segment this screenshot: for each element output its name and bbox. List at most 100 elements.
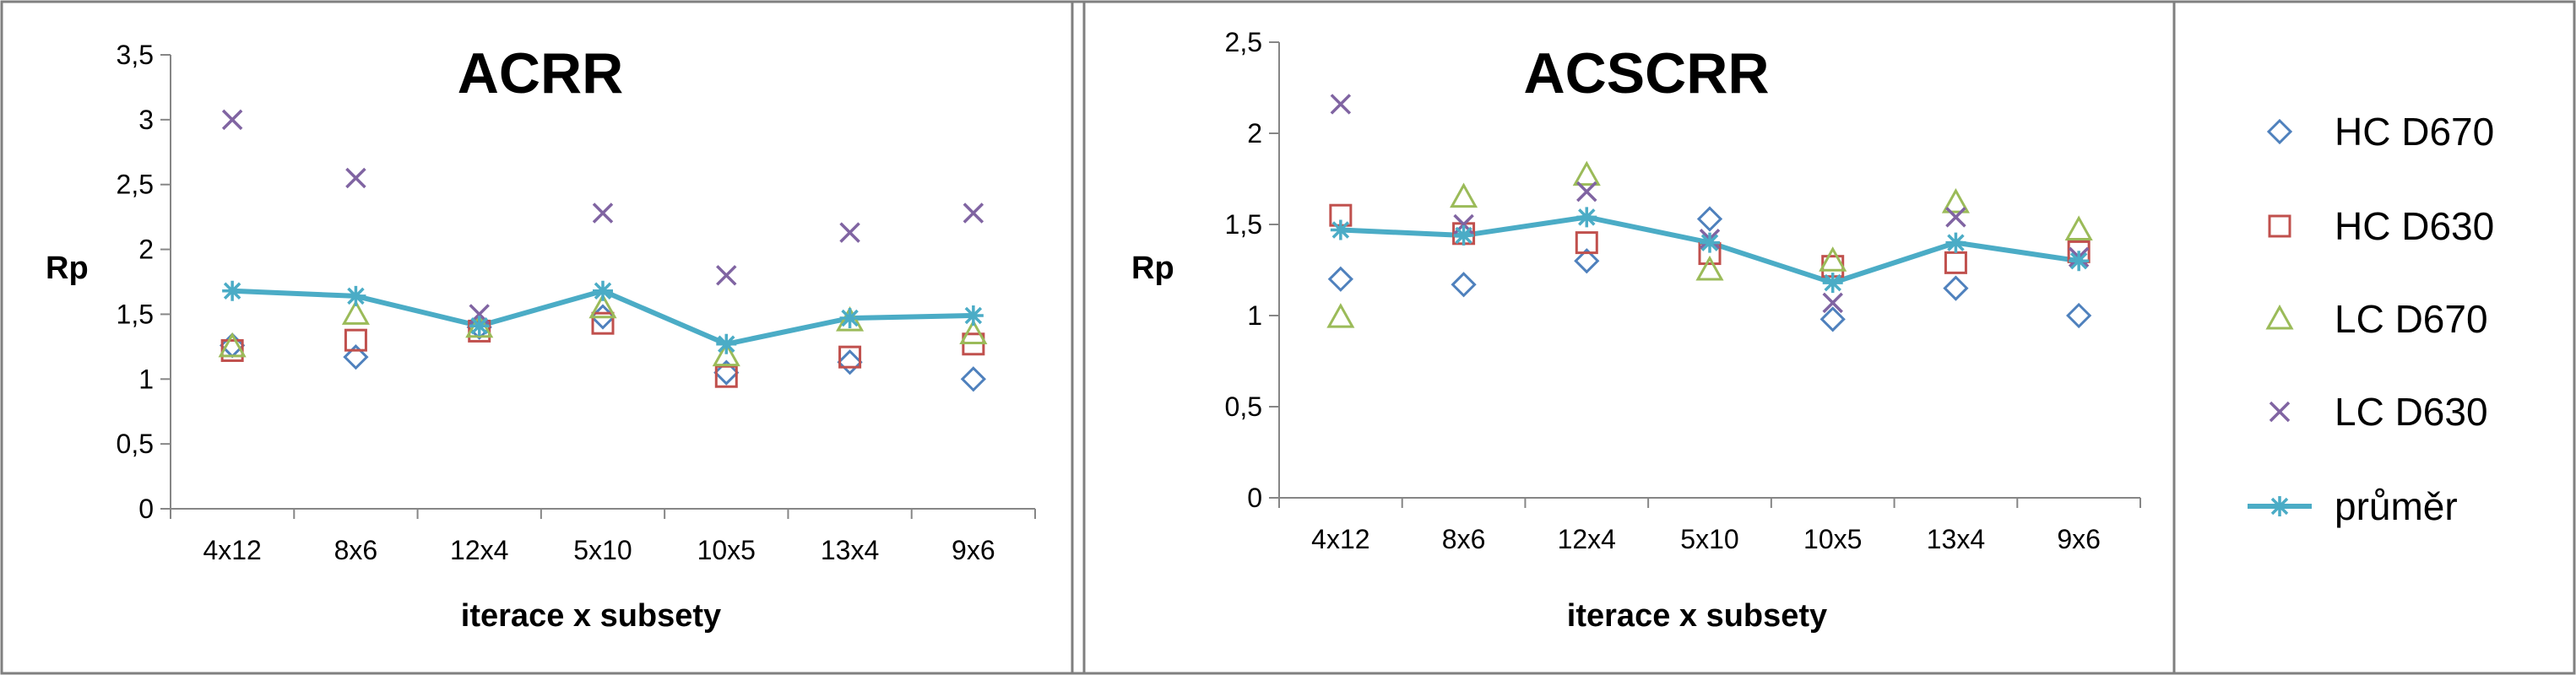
y-tick-label: 3,5 [117,40,154,70]
point-pr-m-r [2069,251,2090,272]
x-tick-label: 12x4 [1558,524,1616,554]
point-lc-d670 [1326,303,1355,328]
x-tick-label: 4x12 [203,535,261,565]
legend-label: průměr [2335,484,2458,528]
chart-title: ACSCRR [1524,41,1770,105]
y-tick-label: 2 [138,235,154,265]
point-lc-d670 [1941,188,1970,213]
point-pr-m-r [1330,219,1351,240]
point-hc-d670 [1574,248,1600,274]
chart-acscrr: ACSCRR Rp iterace x subsety 0 0,5 1 1,5 2 2,5… [1131,27,2141,634]
point-hc-d630 [714,364,738,388]
point-lc-d670 [1572,160,1601,186]
point-pr-m-r [839,308,860,329]
chart-title: ACRR [458,41,623,105]
legend-label: HC D670 [2335,110,2494,154]
point-pr-m-r [716,333,737,354]
y-axis-label: Rp [46,251,89,286]
point-pr-m-r [1576,207,1597,228]
point-hc-d630 [1575,231,1598,255]
point-pr-m-r [963,305,984,326]
point-hc-d670 [837,349,863,375]
y-tick-label: 1 [1247,300,1262,331]
point-hc-d670 [2066,302,2092,329]
point-hc-d670 [960,366,986,392]
y-tick-label: 3 [138,105,154,135]
x-tick-label: 9x6 [952,535,995,565]
point-lc-d630 [1576,181,1597,202]
legend-marker [2269,401,2291,423]
point-lc-d630 [1945,207,1966,228]
y-tick-label: 1 [138,364,154,394]
point-hc-d630 [344,328,367,352]
point-lc-d630 [1330,94,1352,115]
point-lc-d630 [1822,292,1843,314]
point-pr-m-r [469,316,490,337]
legend-marker [2265,304,2294,330]
x-tick-label: 10x5 [697,535,756,565]
point-lc-d630 [345,167,366,189]
point-lc-d670 [1819,246,1847,272]
point-hc-d670 [1943,275,1969,301]
point-hc-d670 [713,359,740,386]
point-pr-m-r [222,280,243,301]
y-tick-label: 2,5 [117,170,154,200]
point-lc-d630 [716,265,737,286]
legend-marker [2268,214,2291,238]
y-axis-label: Rp [1131,251,1174,286]
point-pr-m-r [1945,232,1966,253]
x-axis-label: iterace x subsety [461,598,721,634]
legend-label: HC D630 [2335,204,2494,248]
legend-label: LC D670 [2335,297,2488,341]
point-pr-m-r [1700,232,1720,253]
x-tick-label: 10x5 [1803,524,1862,554]
y-tick-label: 0 [138,494,154,524]
point-lc-d630 [839,222,860,243]
point-pr-m-r [345,285,366,306]
point-lc-d670 [712,341,740,367]
x-tick-label: 8x6 [334,535,378,565]
point-lc-d670 [588,293,617,319]
point-lc-d670 [341,300,370,325]
y-tick-label: 1,5 [1225,209,1262,240]
y-tick-label: 1,5 [117,299,154,329]
point-hc-d670 [1451,272,1477,298]
point-hc-d670 [343,344,369,370]
point-lc-d670 [1450,182,1478,208]
y-tick-label: 0,5 [1225,392,1262,422]
x-axis-label: iterace x subsety [1567,598,1827,634]
x-tick-label: 13x4 [821,535,879,565]
y-tick-label: 0 [1247,483,1262,513]
point-hc-d670 [1819,306,1846,332]
x-tick-label: 5x10 [1680,524,1738,554]
point-hc-d630 [838,345,862,369]
x-tick-label: 5x10 [573,535,632,565]
chart-acrr: ACRR Rp iterace x subsety 0 0,5 1 1,5 2 2,5 3 3… [46,40,1036,634]
x-tick-label: 8x6 [1442,524,1486,554]
x-tick-label: 9x6 [2057,524,2101,554]
point-lc-d670 [2064,215,2093,240]
point-pr-m-r [1453,224,1474,246]
legend: HC D670 HC D630 LC D670 LC D630 průměr [2248,110,2494,528]
point-pr-m-r [593,280,613,301]
y-tick-label: 2 [1247,118,1262,148]
point-hc-d630 [591,311,615,335]
y-tick-label: 2,5 [1225,27,1262,57]
y-tick-label: 0,5 [117,429,154,459]
legend-marker [2270,496,2290,516]
point-lc-d630 [592,202,614,224]
point-hc-d670 [1696,206,1723,232]
x-tick-label: 12x4 [450,535,508,565]
legend-label: LC D630 [2335,390,2488,434]
x-tick-label: 13x4 [1927,524,1985,554]
point-lc-d630 [963,202,984,224]
point-lc-d670 [218,332,247,358]
point-lc-d670 [1695,255,1724,281]
legend-marker [2266,118,2293,145]
point-lc-d670 [959,319,988,344]
point-pr-m-r [1822,273,1843,294]
point-hc-d670 [1327,266,1353,292]
x-tick-label: 4x12 [1311,524,1369,554]
